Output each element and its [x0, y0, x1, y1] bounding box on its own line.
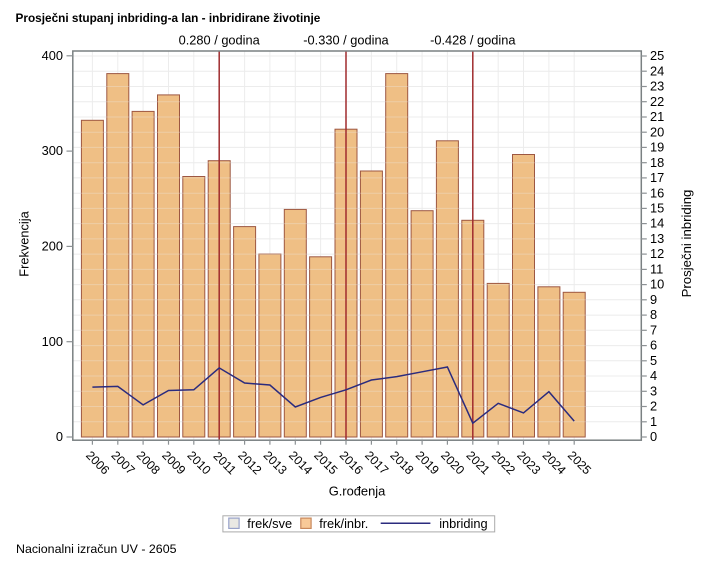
svg-text:0: 0 [56, 429, 63, 444]
svg-text:18: 18 [650, 155, 664, 170]
svg-text:12: 12 [650, 246, 664, 261]
svg-text:6: 6 [650, 338, 657, 353]
svg-text:23: 23 [650, 79, 664, 94]
svg-text:frek/inbr.: frek/inbr. [319, 516, 368, 531]
svg-text:G.rođenja: G.rođenja [329, 483, 386, 498]
svg-text:100: 100 [42, 334, 63, 349]
svg-text:22: 22 [650, 94, 664, 109]
svg-text:11: 11 [650, 262, 663, 277]
svg-text:20: 20 [650, 124, 664, 139]
svg-text:0: 0 [650, 429, 657, 444]
svg-text:2: 2 [650, 399, 657, 414]
svg-text:21: 21 [650, 109, 664, 124]
svg-text:1: 1 [650, 414, 657, 429]
svg-text:5: 5 [650, 353, 657, 368]
svg-text:-0.428 / godina: -0.428 / godina [430, 33, 516, 48]
svg-text:25: 25 [650, 48, 664, 63]
svg-text:200: 200 [42, 239, 63, 254]
svg-text:-0.330 / godina: -0.330 / godina [303, 33, 389, 48]
svg-text:17: 17 [650, 170, 664, 185]
svg-text:4: 4 [650, 368, 657, 383]
svg-text:400: 400 [42, 48, 63, 63]
svg-text:Prosječni stupanj inbriding-a: Prosječni stupanj inbriding-a lan - inbr… [16, 11, 321, 25]
svg-text:19: 19 [650, 140, 664, 155]
svg-text:10: 10 [650, 277, 664, 292]
svg-text:15: 15 [650, 201, 664, 216]
svg-text:Prosječni inbriding: Prosječni inbriding [679, 190, 694, 298]
svg-text:24: 24 [650, 63, 664, 78]
svg-text:13: 13 [650, 231, 664, 246]
svg-text:14: 14 [650, 216, 664, 231]
svg-text:frek/sve: frek/sve [247, 516, 292, 531]
svg-text:0.280 / godina: 0.280 / godina [179, 33, 261, 48]
svg-text:300: 300 [42, 143, 63, 158]
svg-text:9: 9 [650, 292, 657, 307]
svg-text:Nacionalni izračun UV - 2605: Nacionalni izračun UV - 2605 [16, 542, 177, 556]
svg-text:16: 16 [650, 185, 664, 200]
svg-text:7: 7 [650, 322, 657, 337]
svg-text:inbriding: inbriding [439, 516, 487, 531]
svg-text:Frekvencija: Frekvencija [17, 210, 32, 276]
svg-text:3: 3 [650, 383, 657, 398]
svg-text:8: 8 [650, 307, 657, 322]
